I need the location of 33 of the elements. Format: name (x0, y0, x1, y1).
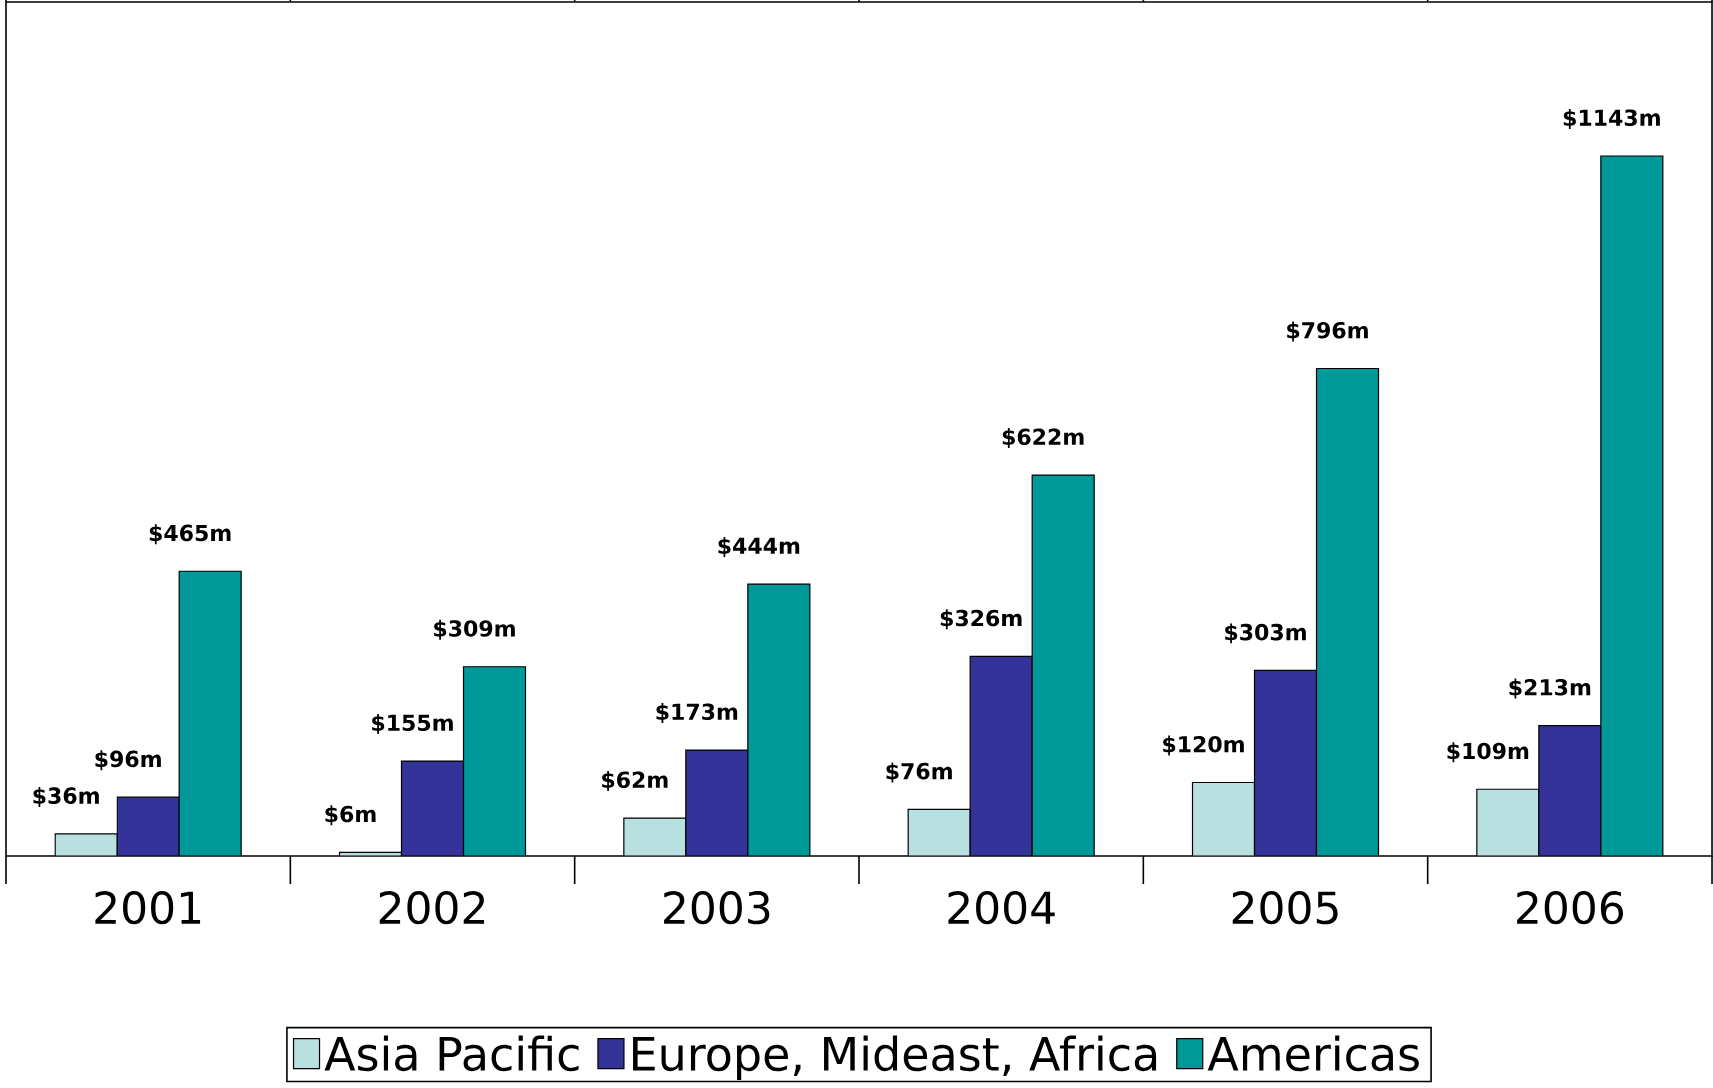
x-tick-label: 2004 (948, 891, 1055, 925)
data-label: $6m (325, 805, 376, 826)
data-label: $309m (434, 619, 515, 640)
data-label: $62m (602, 771, 668, 791)
bar (462, 666, 527, 857)
x-tick-label: 2002 (379, 891, 485, 925)
bar (178, 570, 242, 857)
legend-label: Americas (1207, 1035, 1419, 1072)
data-label: $303m (1225, 623, 1306, 644)
x-tick-label: 2005 (1232, 891, 1338, 925)
data-label: $326m (940, 609, 1022, 630)
legend-label: Europe, Mideast, Africa (633, 1035, 1157, 1081)
data-label: $444m (718, 537, 800, 558)
x-tick-label: 2003 (664, 891, 770, 925)
data-label: $36m (33, 786, 99, 807)
data-label: $465m (149, 524, 231, 545)
bar (747, 583, 811, 857)
bar (1600, 155, 1664, 857)
legend-label: Asia Pacific (324, 1035, 579, 1072)
data-label: $76m (886, 762, 952, 783)
data-label: $109m (1447, 742, 1529, 763)
data-label: $1143m (1563, 108, 1660, 129)
data-label: $213m (1509, 678, 1591, 699)
data-label: $155m (372, 714, 453, 735)
bar (1315, 367, 1380, 857)
data-label: $96m (95, 750, 161, 771)
data-label: $796m (1287, 321, 1368, 342)
data-label: $173m (656, 703, 738, 723)
data-label: $120m (1163, 735, 1244, 756)
x-tick-label: 2006 (1517, 891, 1624, 925)
data-label: $622m (1002, 428, 1084, 449)
x-tick-label: 2001 (95, 891, 201, 925)
bar (1031, 474, 1095, 857)
